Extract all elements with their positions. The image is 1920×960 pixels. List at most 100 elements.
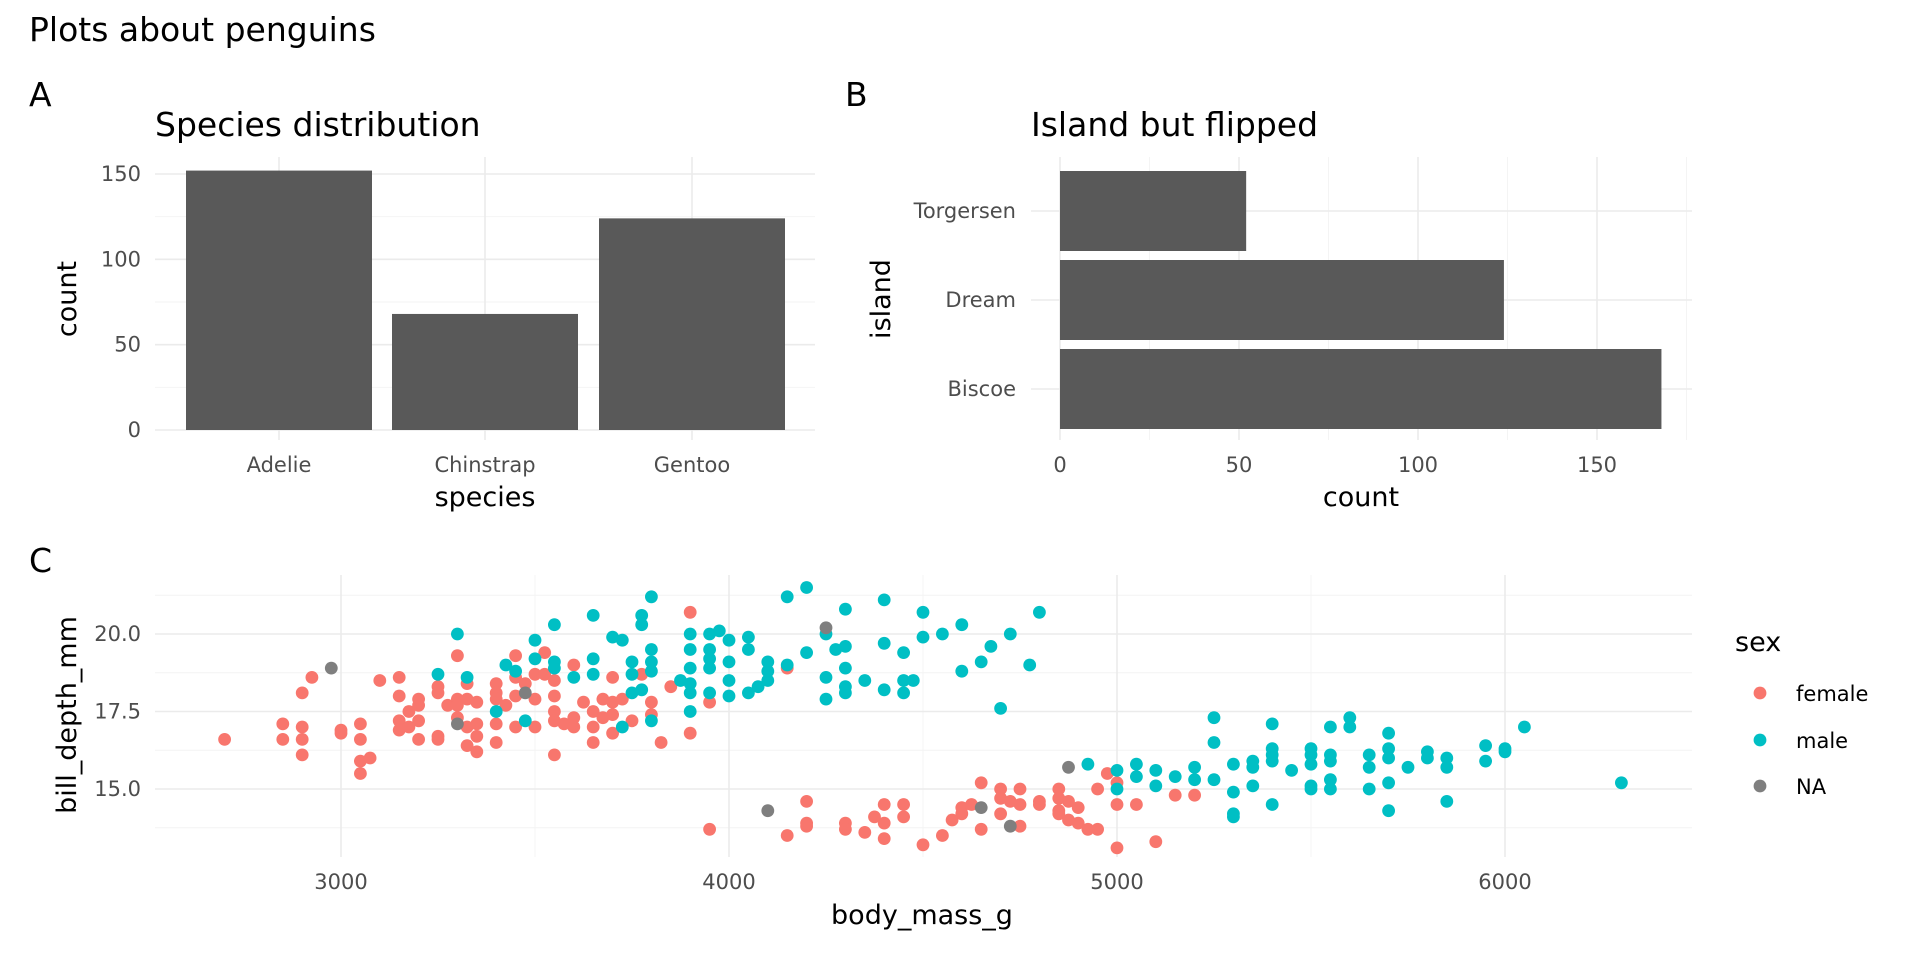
point-male (586, 667, 600, 681)
panel-b-y-tick-label: Torgersen (913, 199, 1016, 223)
bar-chinstrap (392, 313, 578, 430)
point-male (1324, 773, 1337, 787)
point-male (615, 720, 629, 734)
point-male (703, 652, 716, 666)
point-female (1052, 807, 1066, 821)
panel-b-x-tick-label: 50 (1226, 453, 1253, 477)
point-female (470, 745, 484, 759)
bar-torgersen (1060, 171, 1247, 251)
point-male (1265, 754, 1279, 768)
point-female (683, 726, 697, 740)
point-male (1188, 773, 1201, 787)
panel-b-x-axis-title: count (1323, 482, 1399, 513)
point-male (1440, 760, 1454, 774)
panel-b-title: Island but flipped (1031, 105, 1318, 144)
point-na (761, 804, 775, 818)
point-male (518, 714, 532, 728)
point-female (965, 798, 978, 811)
point-male (499, 658, 513, 672)
point-female (606, 708, 619, 721)
point-male (1382, 751, 1395, 765)
point-female (586, 736, 600, 749)
point-male (906, 674, 920, 687)
point-female (460, 720, 474, 734)
point-male (897, 674, 910, 687)
point-male (528, 633, 542, 647)
point-male (1188, 760, 1201, 774)
panel-b-x-tick-label: 0 (1053, 453, 1066, 477)
point-male (1227, 810, 1240, 824)
point-female (868, 810, 881, 824)
point-male (955, 664, 969, 678)
point-female (557, 717, 571, 731)
point-male (1382, 804, 1395, 818)
point-male (645, 643, 658, 656)
point-male (761, 674, 775, 687)
point-female (635, 667, 649, 681)
point-female (451, 698, 464, 712)
point-male (1110, 764, 1124, 777)
panel-b-bars (1060, 171, 1662, 429)
point-male (1343, 711, 1357, 725)
panel-a-title: Species distribution (155, 105, 481, 144)
point-male (1003, 627, 1017, 641)
point-female (1033, 798, 1046, 811)
point-female (654, 736, 668, 749)
point-male (1324, 782, 1337, 796)
point-female (295, 720, 309, 734)
legend-title: sex (1735, 627, 1781, 658)
point-male (1285, 764, 1298, 777)
point-female (596, 692, 610, 706)
point-male (1343, 720, 1357, 734)
point-male (460, 671, 474, 684)
point-female (1071, 801, 1085, 814)
point-female (548, 674, 561, 687)
point-male (742, 686, 755, 700)
point-female (509, 689, 522, 703)
point-na (974, 801, 988, 814)
point-male (1518, 720, 1531, 734)
point-male (1130, 770, 1143, 783)
point-female (354, 754, 367, 768)
point-male (712, 624, 726, 638)
point-female (974, 776, 988, 790)
point-female (218, 733, 232, 746)
point-male (1382, 742, 1395, 756)
point-male (674, 674, 687, 687)
panel-tag-b: B (845, 75, 868, 114)
point-male (645, 664, 658, 678)
point-male (1023, 658, 1037, 672)
point-male (1033, 605, 1046, 619)
point-female (955, 807, 969, 821)
panel-c-y-tick-label: 17.5 (94, 700, 141, 724)
point-female (460, 692, 474, 706)
point-male (1246, 760, 1260, 774)
panel-a-y-tick-label: 150 (101, 162, 141, 186)
panel-a-y-tick-labels: 0 50 100 150 (101, 162, 141, 442)
point-male (1401, 760, 1415, 774)
point-male (703, 686, 716, 700)
point-male (800, 581, 813, 594)
point-male (586, 609, 600, 622)
panel-b-y-tick-labels: Biscoe Dream Torgersen (913, 199, 1016, 401)
point-male (683, 705, 697, 718)
point-female (295, 748, 309, 762)
point-male (1362, 760, 1376, 774)
point-male (606, 630, 619, 644)
point-male (1246, 779, 1260, 793)
point-male (839, 602, 852, 616)
panel-a-x-axis-title: species (435, 482, 536, 513)
point-male (567, 671, 581, 684)
panel-tag-c: C (29, 541, 52, 580)
point-female (1013, 798, 1027, 811)
point-male (1207, 736, 1221, 749)
bar-dream (1060, 260, 1504, 340)
point-male (751, 680, 765, 694)
panel-c-grid (155, 575, 1692, 857)
point-female (470, 729, 484, 743)
point-female (1062, 795, 1075, 808)
point-female (606, 671, 619, 684)
point-male (1110, 782, 1124, 796)
panel-c-points (218, 581, 1628, 855)
